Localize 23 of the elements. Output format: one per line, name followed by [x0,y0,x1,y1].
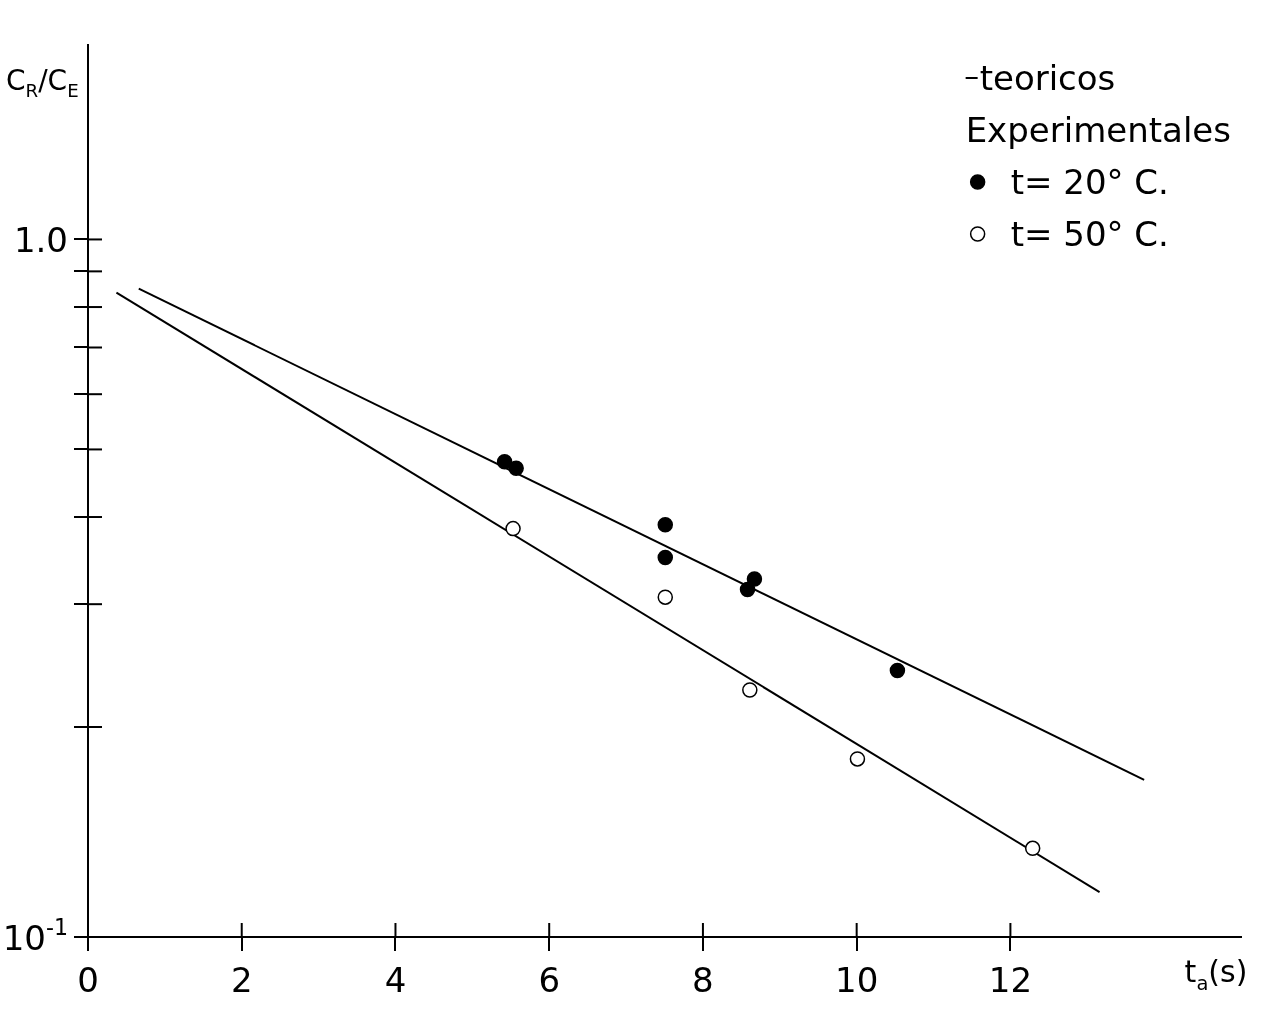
x-tick-label: 0 [77,960,99,1000]
point [508,460,524,476]
point [657,516,674,533]
legend-label: teoricos [979,58,1116,98]
point [742,682,758,698]
legend-label: t= 50° C. [1010,214,1169,254]
point [1024,840,1041,857]
point [496,454,513,470]
y-tick-label: 1.0 [13,220,69,261]
x-tick-label: 6 [538,960,561,1000]
point [849,751,866,767]
x-tick-label: 8 [692,960,714,1000]
legend-title: Experimentales [965,110,1231,150]
point [657,549,674,566]
point [505,520,521,537]
x-tick-label: 12 [988,960,1033,1000]
x-tick-label: 4 [384,960,407,1000]
x-tick-label: 10 [835,960,879,1000]
point [889,662,906,679]
legend-label: t= 20° C. [1010,162,1169,202]
x-tick-label: 2 [230,960,253,1000]
point [746,571,763,587]
point [657,589,674,605]
